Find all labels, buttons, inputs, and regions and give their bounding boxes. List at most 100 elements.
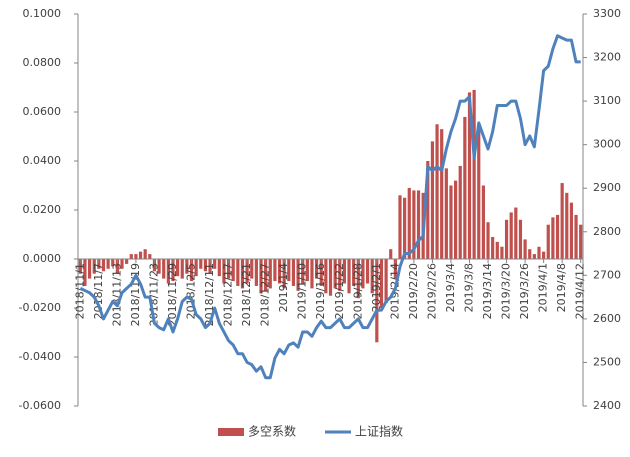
- bar: [504, 219, 509, 259]
- bar: [231, 259, 235, 282]
- bar: [579, 224, 583, 259]
- x-tick-label: 2019/3/14: [481, 263, 494, 319]
- bar: [333, 259, 337, 289]
- y-tick-label: -0.0400: [19, 350, 61, 363]
- bar: [393, 259, 397, 279]
- x-tick-label: 2018/11/1: [73, 263, 86, 319]
- bar: [328, 259, 333, 296]
- bar: [347, 259, 351, 294]
- y2-tick-label: 3000: [593, 138, 621, 151]
- bar: [287, 259, 291, 282]
- bar: [208, 259, 212, 274]
- x-tick-label: 2019/1/22: [333, 263, 346, 319]
- bar: [486, 222, 490, 259]
- bar: [250, 259, 254, 279]
- bar: [342, 259, 346, 284]
- bar: [166, 259, 170, 284]
- legend-label: 多空系数: [248, 424, 296, 439]
- bar: [472, 89, 476, 259]
- bar: [565, 192, 569, 259]
- bar: [282, 259, 286, 289]
- bar: [509, 212, 513, 259]
- x-tick-label: 2018/12/17: [222, 263, 235, 326]
- bar: [430, 141, 435, 259]
- legend-label: 上证指数: [355, 424, 403, 439]
- bar: [213, 259, 217, 269]
- bar: [453, 180, 458, 259]
- y2-tick-label: 2400: [593, 399, 621, 412]
- x-tick-label: 2018/11/7: [92, 263, 105, 319]
- bar: [518, 219, 523, 259]
- bar: [301, 259, 305, 284]
- bar: [356, 259, 360, 299]
- bar: [222, 259, 226, 284]
- x-tick-label: 2019/1/10: [296, 263, 309, 319]
- bar: [574, 214, 578, 259]
- bar: [375, 259, 379, 343]
- bar: [560, 183, 564, 259]
- bar: [277, 259, 282, 284]
- bar: [467, 92, 472, 260]
- legend-swatch: [218, 428, 244, 436]
- y-tick-label: 0.0400: [23, 154, 62, 167]
- x-tick-label: 2019/2/1: [370, 263, 383, 312]
- bar: [352, 259, 356, 286]
- y-tick-label: 0.0200: [23, 203, 62, 216]
- bar: [361, 259, 365, 289]
- bar: [463, 116, 467, 260]
- bar: [426, 161, 430, 259]
- y2-tick-label: 2900: [593, 181, 621, 194]
- bar: [305, 259, 309, 282]
- bar: [365, 259, 370, 284]
- x-tick-label: 2018/11/29: [166, 263, 179, 326]
- bar: [194, 259, 198, 277]
- x-tick-label: 2018/11/13: [110, 263, 123, 326]
- y2-tick-label: 3100: [593, 94, 621, 107]
- bar: [134, 254, 138, 259]
- bar: [83, 259, 87, 286]
- y2-tick-label: 3300: [593, 7, 621, 20]
- bar: [180, 259, 184, 279]
- bar: [157, 259, 161, 274]
- bar: [481, 185, 485, 259]
- bar: [555, 214, 560, 259]
- x-tick-label: 2019/1/4: [277, 263, 290, 312]
- bar: [546, 224, 550, 259]
- bar: [458, 165, 462, 259]
- bar: [106, 259, 110, 269]
- bar: [189, 259, 194, 282]
- bar: [203, 259, 208, 272]
- x-tick-label: 2019/4/1: [537, 263, 550, 312]
- bar: [444, 168, 448, 259]
- bar: [412, 190, 416, 259]
- bar: [407, 187, 411, 259]
- bar: [523, 239, 527, 259]
- bar: [416, 190, 421, 259]
- line: [79, 34, 581, 380]
- x-tick-label: 2019/3/4: [444, 263, 457, 312]
- bar: [495, 241, 499, 259]
- bar: [78, 259, 82, 274]
- bar: [115, 259, 119, 274]
- x-tick-label: 2018/11/19: [129, 263, 142, 326]
- y-tick-label: -0.0600: [19, 399, 61, 412]
- y2-tick-label: 2700: [593, 268, 621, 281]
- x-tick-label: 2019/3/8: [462, 263, 475, 312]
- bar: [291, 259, 296, 286]
- x-tick-label: 2019/2/20: [407, 263, 420, 319]
- bar: [537, 246, 541, 259]
- bar: [542, 251, 546, 259]
- bar: [319, 259, 323, 286]
- bar: [236, 259, 240, 286]
- bar: [338, 259, 342, 291]
- bar: [569, 202, 574, 259]
- bar: [315, 259, 319, 279]
- bar: [148, 254, 152, 259]
- x-tick-label: 2019/3/26: [518, 263, 531, 319]
- bar: [477, 126, 481, 259]
- x-tick-label: 2019/1/16: [314, 263, 327, 319]
- bar: [273, 259, 277, 282]
- y-tick-label: 0.0600: [23, 105, 62, 118]
